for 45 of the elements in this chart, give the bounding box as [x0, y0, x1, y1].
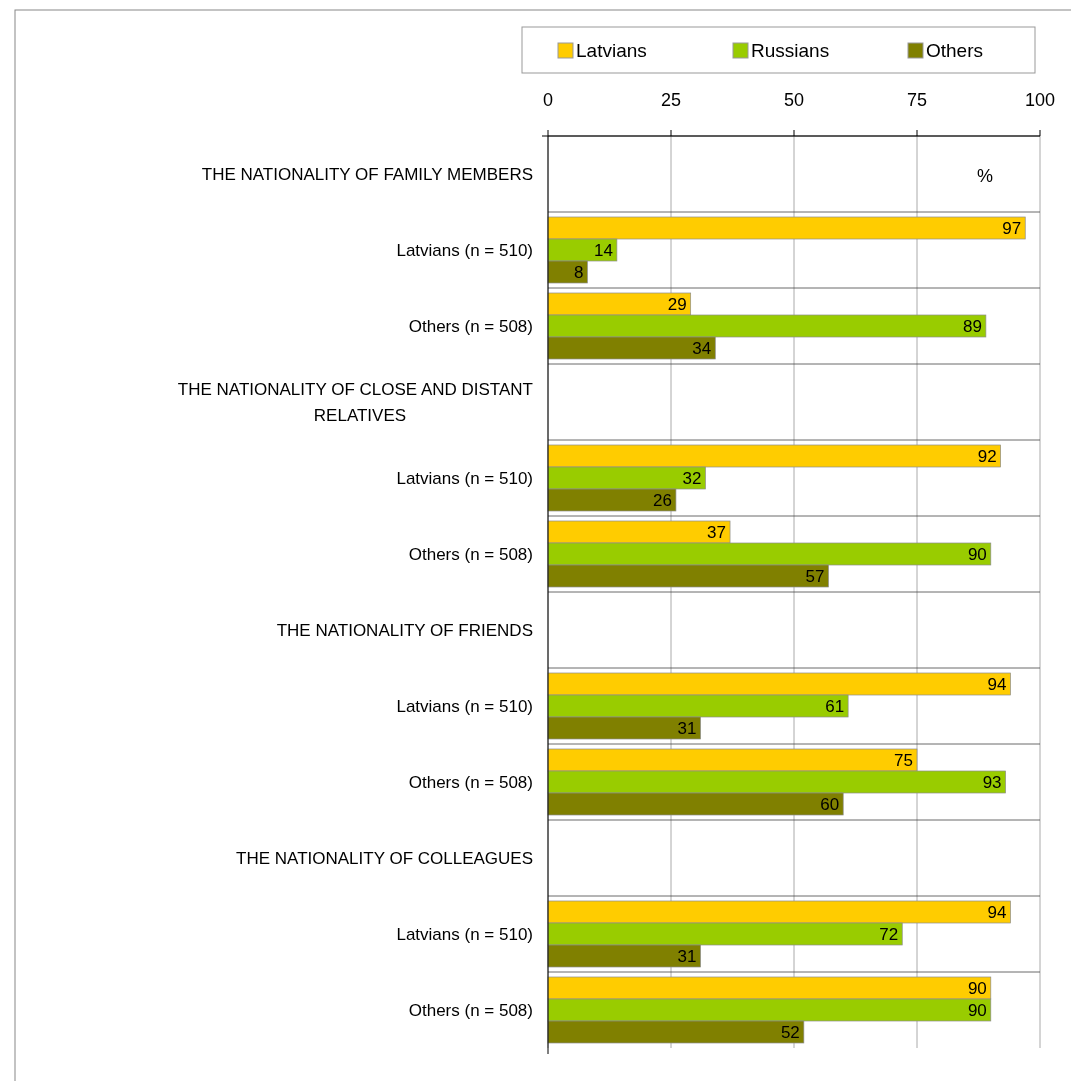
- y-tick-label: THE NATIONALITY OF COLLEAGUES: [236, 849, 533, 868]
- x-tick-label: 50: [783, 90, 805, 110]
- x-tick-label: 0: [542, 90, 554, 110]
- data-label: 29: [667, 295, 687, 314]
- y-tick-label: Latvians (n = 510): [396, 469, 533, 488]
- data-label: 97: [1002, 219, 1022, 238]
- data-label: 37: [707, 523, 727, 542]
- data-label: 94: [987, 903, 1007, 922]
- data-label: 14: [593, 241, 613, 260]
- data-label: 34: [692, 339, 712, 358]
- data-label: 52: [780, 1023, 800, 1042]
- y-tick-label: Others (n = 508): [408, 773, 533, 792]
- x-tick-label: 100: [1024, 90, 1056, 110]
- data-label: 32: [682, 469, 702, 488]
- y-tick-label: Others (n = 508): [408, 1001, 533, 1020]
- data-label: 31: [677, 947, 697, 966]
- data-label: 57: [805, 567, 825, 586]
- y-tick-label: THE NATIONALITY OF FRIENDS: [276, 621, 533, 640]
- y-tick-label: Others (n = 508): [408, 317, 533, 336]
- y-tick-label: Latvians (n = 510): [396, 241, 533, 260]
- legend-label: Others: [926, 40, 984, 61]
- y-tick-label: THE NATIONALITY OF FAMILY MEMBERS: [201, 165, 533, 184]
- y-tick-label: Latvians (n = 510): [396, 925, 533, 944]
- data-label: 90: [967, 1001, 987, 1020]
- x-tick-label: 25: [660, 90, 682, 110]
- x-tick-label: 75: [906, 90, 928, 110]
- data-label: 92: [977, 447, 997, 466]
- data-label: 31: [677, 719, 697, 738]
- y-tick-label: Others (n = 508): [408, 545, 533, 564]
- data-label: 93: [982, 773, 1002, 792]
- legend-label: Latvians: [576, 40, 647, 61]
- data-label: 90: [967, 979, 987, 998]
- data-label: 90: [967, 545, 987, 564]
- data-label: 72: [879, 925, 899, 944]
- data-label: 75: [894, 751, 913, 770]
- data-label: 60: [820, 795, 840, 814]
- data-label: 94: [987, 675, 1007, 694]
- data-label: 89: [962, 317, 982, 336]
- annotation: %: [976, 166, 994, 186]
- legend-label: Russians: [751, 40, 830, 61]
- data-label: 8: [573, 263, 584, 282]
- data-label: 61: [825, 697, 845, 716]
- data-label: 26: [653, 491, 672, 510]
- y-tick-label: Latvians (n = 510): [396, 697, 533, 716]
- y-tick-label: THE NATIONALITY OF CLOSE AND DISTANT RELATIVES: [177, 380, 533, 425]
